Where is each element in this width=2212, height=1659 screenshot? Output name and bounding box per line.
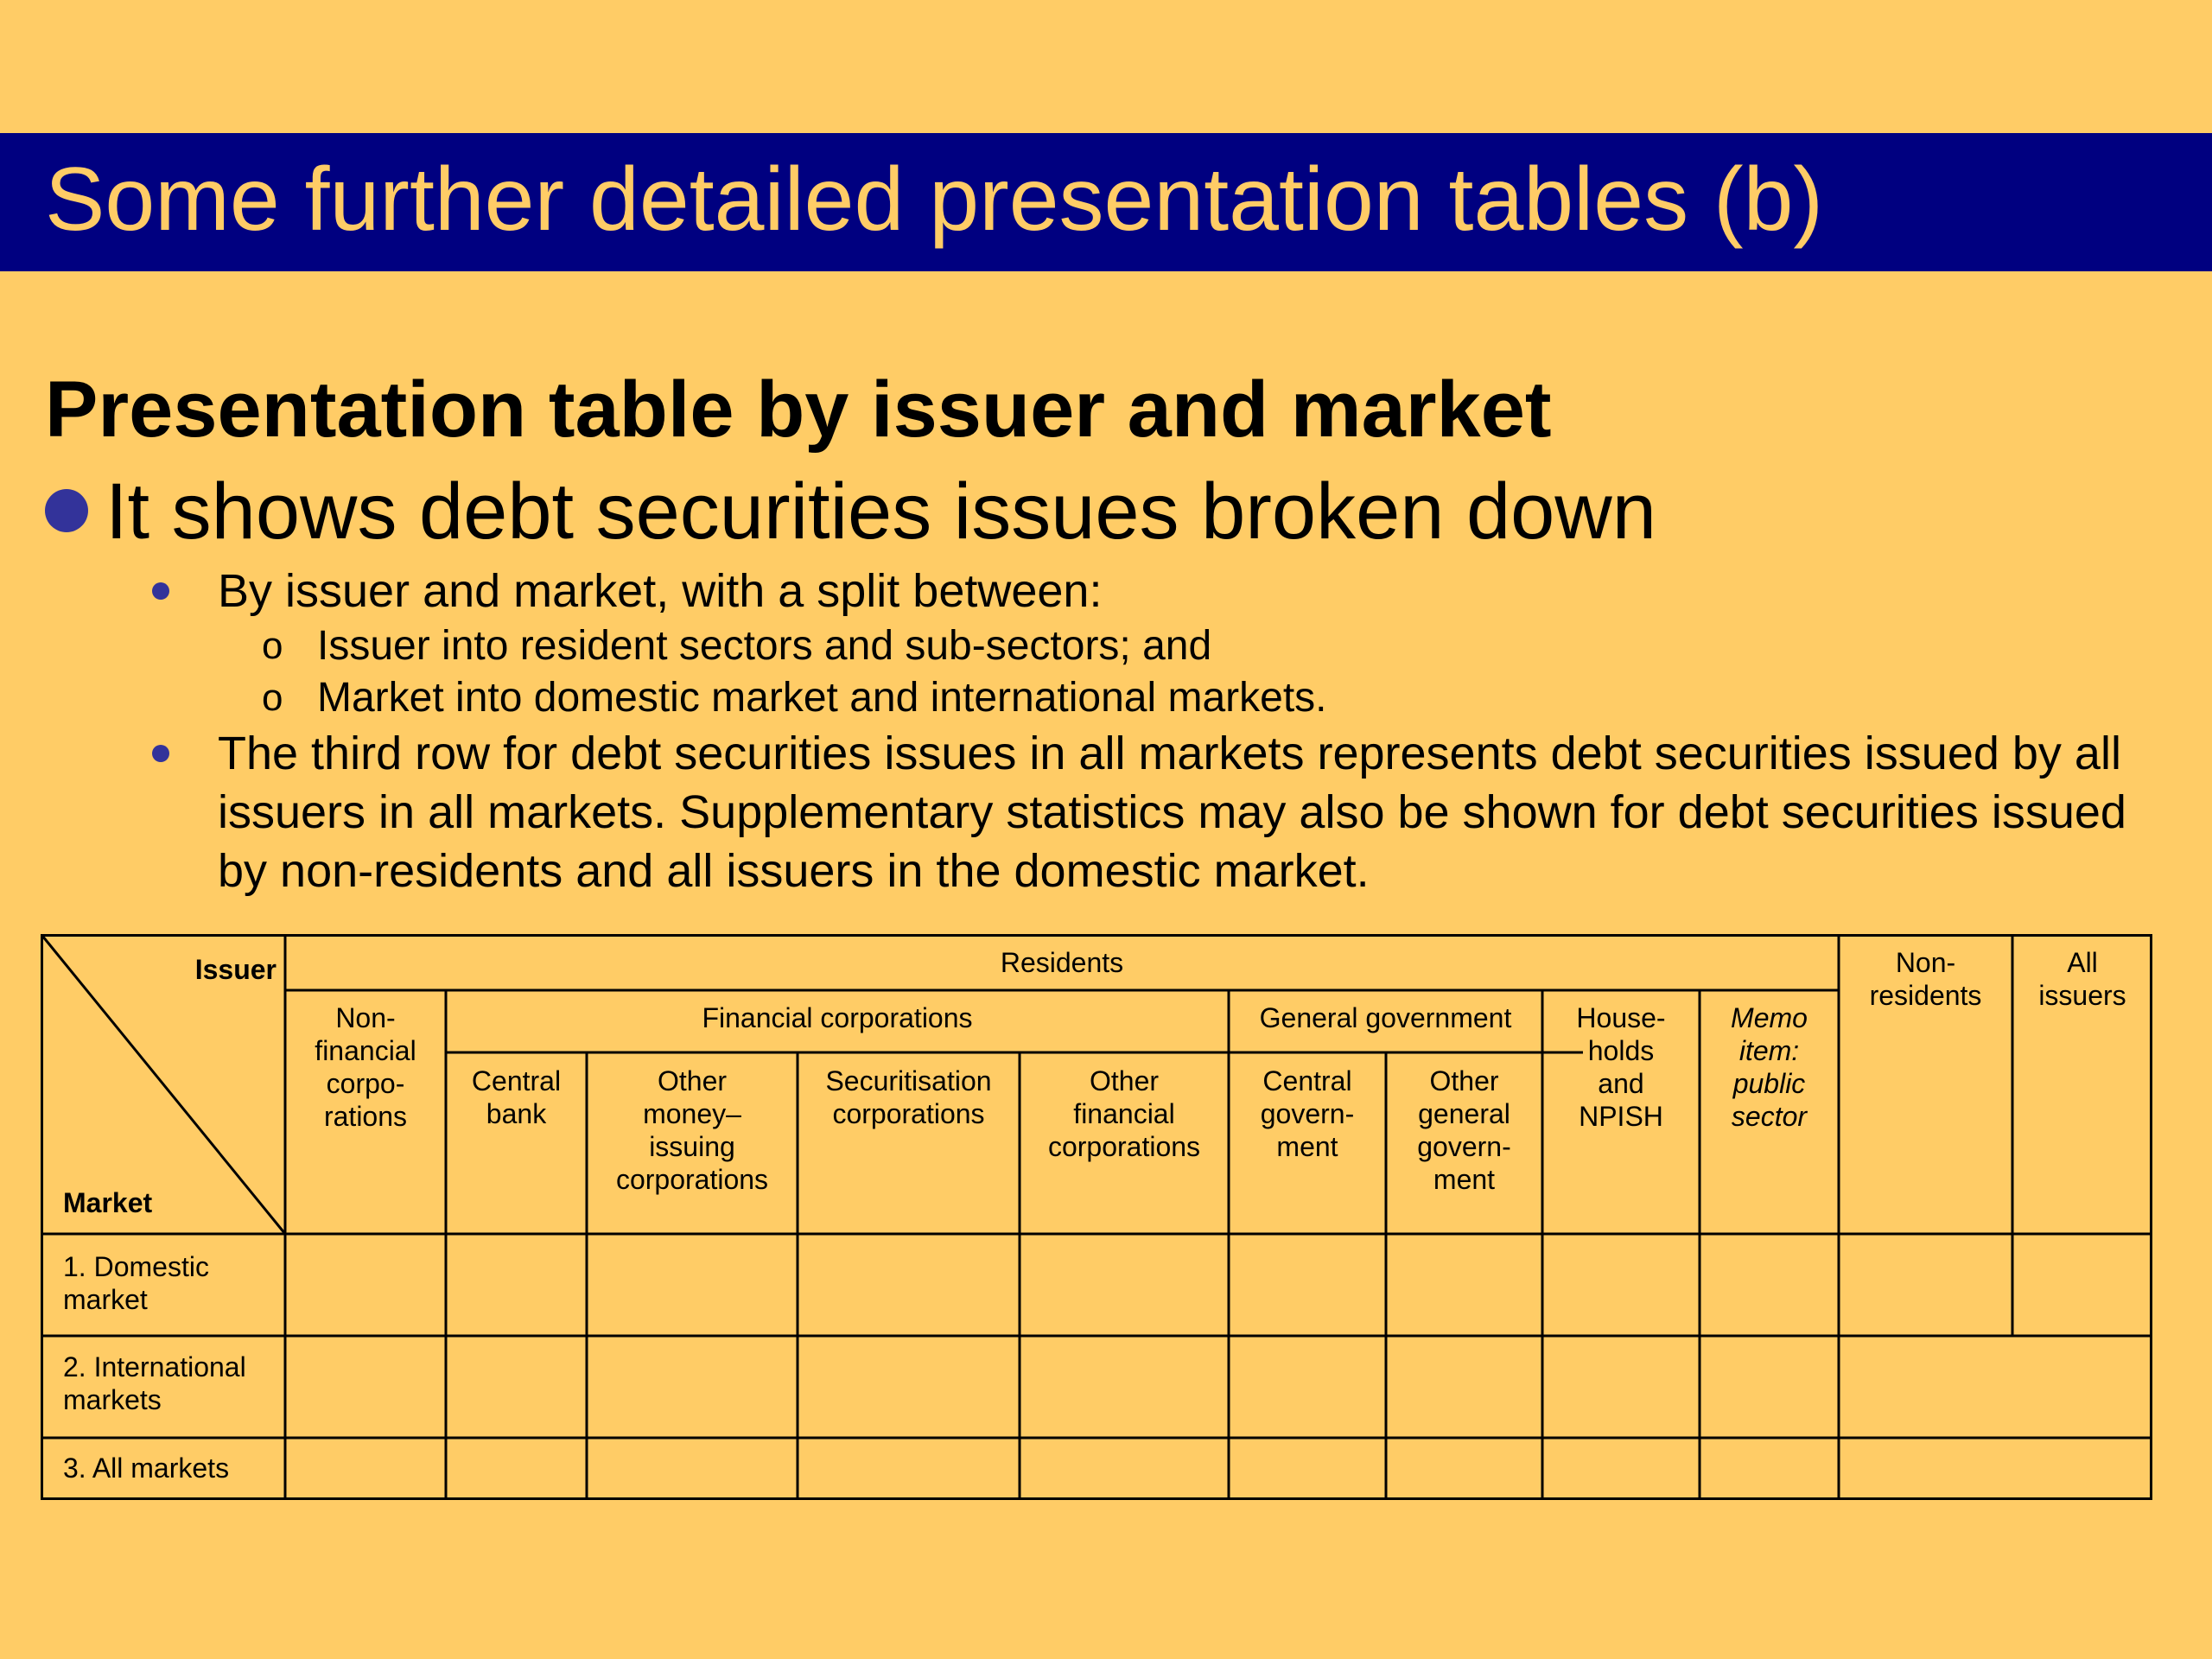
sub-sub-bullet-2: o Market into domestic market and intern… bbox=[262, 672, 1327, 724]
main-bullet: It shows debt securities issues broken d… bbox=[45, 463, 1656, 560]
header-general-government: General government bbox=[1259, 1002, 1512, 1033]
circle-bullet-icon: o bbox=[262, 677, 283, 719]
title-bar: Some further detailed presentation table… bbox=[0, 133, 2212, 271]
header-all-issuers: All issuers bbox=[2038, 947, 2126, 1011]
bullet-dot-icon bbox=[152, 582, 169, 600]
sub-bullet-text: The third row for debt securities issues… bbox=[218, 728, 2126, 897]
row-label-all-markets: 3. All markets bbox=[63, 1452, 230, 1484]
header-other-financial: Other financial corporations bbox=[1047, 1065, 1201, 1162]
header-memo-item: Memo item: public sector bbox=[1731, 1002, 1808, 1132]
slide-title: Some further detailed presentation table… bbox=[45, 149, 1824, 250]
header-central-bank: Central bank bbox=[471, 1065, 562, 1129]
header-non-residents: Non- residents bbox=[1869, 947, 1982, 1011]
issuer-market-table: Issuer Market Residents Non- residents A… bbox=[41, 934, 2152, 1500]
header-other-money-issuing: Other money– issuing corporations bbox=[615, 1065, 769, 1195]
circle-bullet-icon: o bbox=[262, 625, 283, 667]
sub-sub-bullet-1: o Issuer into resident sectors and sub-s… bbox=[262, 620, 1212, 672]
header-non-financial: Non- financial corpo- rations bbox=[315, 1002, 416, 1132]
row-label-domestic: 1. Domestic market bbox=[63, 1251, 209, 1315]
sub-bullet-1: By issuer and market, with a split betwe… bbox=[152, 562, 2171, 620]
sub-sub-bullet-text: Market into domestic market and internat… bbox=[317, 675, 1327, 721]
header-securitisation: Securitisation corporations bbox=[825, 1065, 992, 1129]
sub-bullet-text: By issuer and market, with a split betwe… bbox=[218, 565, 1103, 617]
bullet-dot-icon bbox=[45, 488, 88, 532]
header-other-general-government: Other general govern- ment bbox=[1417, 1065, 1511, 1195]
corner-issuer-label: Issuer bbox=[194, 954, 276, 985]
header-residents: Residents bbox=[1000, 947, 1124, 978]
header-households: House- holds and NPISH bbox=[1576, 1002, 1666, 1132]
row-label-international: 2. International markets bbox=[63, 1351, 246, 1415]
sub-bullet-2: The third row for debt securities issues… bbox=[152, 724, 2171, 900]
header-financial-corporations: Financial corporations bbox=[702, 1002, 973, 1033]
table-grid bbox=[41, 934, 2152, 1500]
slide-heading: Presentation table by issuer and market bbox=[45, 365, 1552, 454]
bullet-dot-icon bbox=[152, 745, 169, 762]
main-bullet-text: It shows debt securities issues broken d… bbox=[105, 467, 1656, 556]
corner-market-label: Market bbox=[63, 1187, 153, 1218]
header-central-government: Central govern- ment bbox=[1260, 1065, 1355, 1162]
sub-sub-bullet-text: Issuer into resident sectors and sub-sec… bbox=[317, 623, 1212, 669]
